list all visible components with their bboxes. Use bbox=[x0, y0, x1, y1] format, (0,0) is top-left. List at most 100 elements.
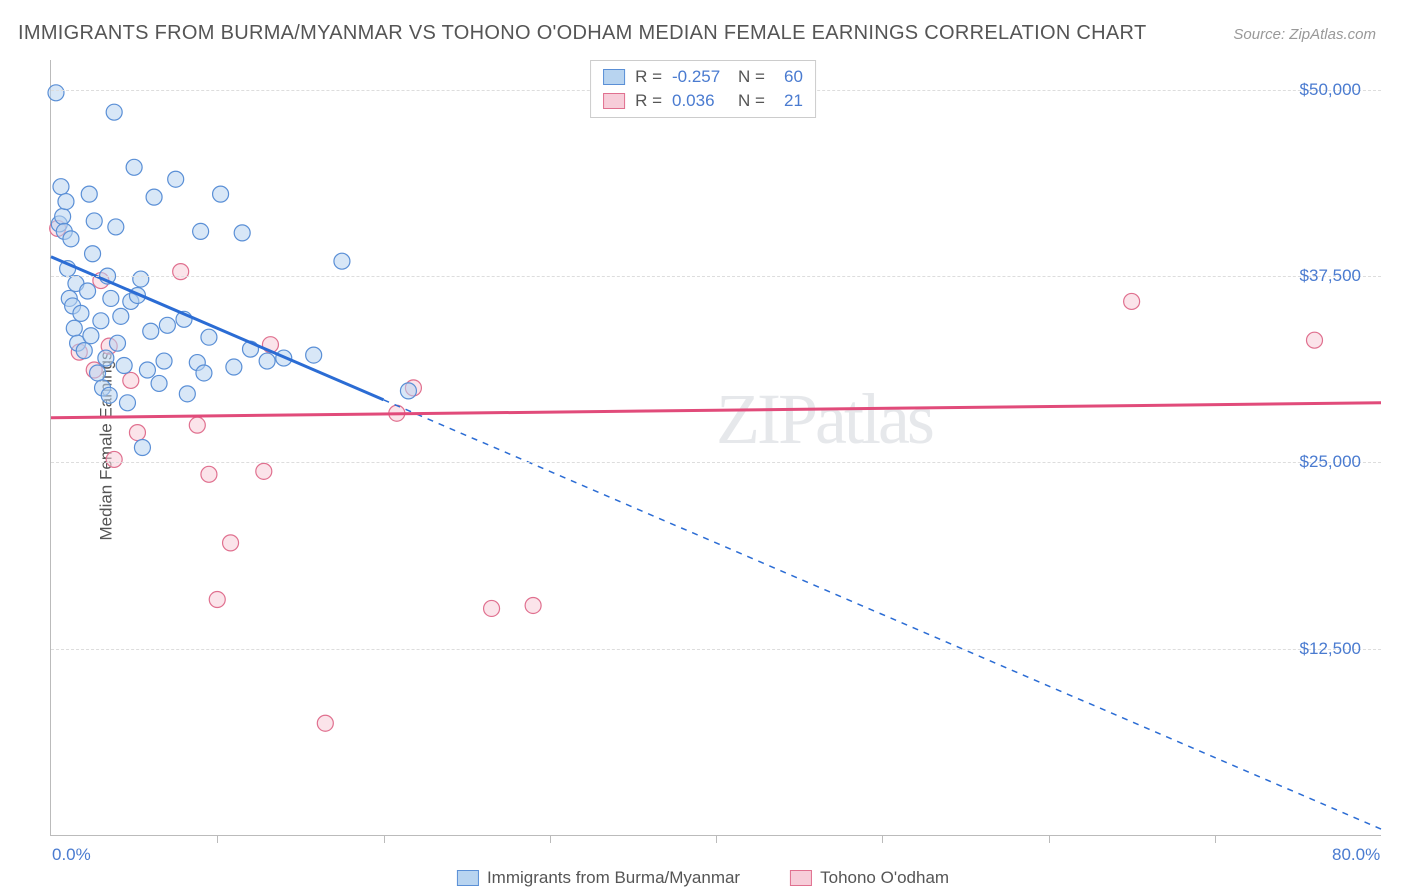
data-point bbox=[133, 271, 149, 287]
series-label: Immigrants from Burma/Myanmar bbox=[487, 868, 740, 888]
n-label: N = bbox=[738, 67, 765, 87]
data-point bbox=[106, 104, 122, 120]
x-tick bbox=[1215, 835, 1216, 843]
data-point bbox=[334, 253, 350, 269]
data-point bbox=[101, 387, 117, 403]
y-tick-label: $12,500 bbox=[1300, 639, 1361, 659]
data-point bbox=[146, 189, 162, 205]
x-max-label: 80.0% bbox=[1332, 845, 1380, 865]
data-point bbox=[58, 194, 74, 210]
data-point bbox=[63, 231, 79, 247]
data-point bbox=[48, 85, 64, 101]
data-point bbox=[193, 223, 209, 239]
legend-item: Tohono O'odham bbox=[790, 868, 949, 888]
x-min-label: 0.0% bbox=[52, 845, 91, 865]
data-point bbox=[66, 320, 82, 336]
data-point bbox=[134, 440, 150, 456]
data-point bbox=[525, 597, 541, 613]
data-point bbox=[126, 159, 142, 175]
data-point bbox=[129, 425, 145, 441]
swatch-icon bbox=[790, 870, 812, 886]
legend-item: Immigrants from Burma/Myanmar bbox=[457, 868, 740, 888]
data-point bbox=[1124, 293, 1140, 309]
data-point bbox=[108, 219, 124, 235]
data-point bbox=[119, 395, 135, 411]
data-point bbox=[55, 208, 71, 224]
data-point bbox=[179, 386, 195, 402]
data-point bbox=[234, 225, 250, 241]
swatch-icon bbox=[603, 93, 625, 109]
data-point bbox=[189, 417, 205, 433]
data-point bbox=[159, 317, 175, 333]
data-point bbox=[223, 535, 239, 551]
y-tick-label: $50,000 bbox=[1300, 80, 1361, 100]
y-tick-label: $37,500 bbox=[1300, 266, 1361, 286]
n-value: 21 bbox=[775, 91, 803, 111]
data-point bbox=[81, 186, 97, 202]
source-attribution: Source: ZipAtlas.com bbox=[1233, 26, 1376, 43]
series-label: Tohono O'odham bbox=[820, 868, 949, 888]
data-point bbox=[173, 264, 189, 280]
data-point bbox=[83, 328, 99, 344]
data-point bbox=[86, 213, 102, 229]
legend-row: R = 0.036 N = 21 bbox=[603, 89, 803, 113]
data-point bbox=[123, 372, 139, 388]
x-tick bbox=[882, 835, 883, 843]
trend-line bbox=[51, 403, 1381, 418]
data-point bbox=[484, 600, 500, 616]
data-point bbox=[80, 283, 96, 299]
gridline bbox=[51, 462, 1381, 463]
x-tick bbox=[217, 835, 218, 843]
x-tick bbox=[1049, 835, 1050, 843]
x-tick bbox=[550, 835, 551, 843]
data-point bbox=[73, 305, 89, 321]
data-point bbox=[201, 466, 217, 482]
swatch-icon bbox=[603, 69, 625, 85]
data-point bbox=[90, 365, 106, 381]
data-point bbox=[143, 323, 159, 339]
data-point bbox=[156, 353, 172, 369]
data-point bbox=[209, 592, 225, 608]
data-point bbox=[400, 383, 416, 399]
data-point bbox=[76, 343, 92, 359]
n-label: N = bbox=[738, 91, 765, 111]
data-point bbox=[151, 375, 167, 391]
data-point bbox=[113, 308, 129, 324]
data-point bbox=[85, 246, 101, 262]
data-point bbox=[53, 179, 69, 195]
data-point bbox=[93, 313, 109, 329]
x-tick bbox=[384, 835, 385, 843]
correlation-legend: R = -0.257 N = 60 R = 0.036 N = 21 bbox=[590, 60, 816, 118]
r-label: R = bbox=[635, 91, 662, 111]
data-point bbox=[196, 365, 212, 381]
y-tick-label: $25,000 bbox=[1300, 452, 1361, 472]
data-point bbox=[110, 335, 126, 351]
r-label: R = bbox=[635, 67, 662, 87]
data-point bbox=[168, 171, 184, 187]
data-point bbox=[1307, 332, 1323, 348]
data-point bbox=[98, 350, 114, 366]
r-value: 0.036 bbox=[672, 91, 728, 111]
r-value: -0.257 bbox=[672, 67, 728, 87]
source-name: ZipAtlas.com bbox=[1289, 26, 1376, 43]
data-point bbox=[256, 463, 272, 479]
plot-svg bbox=[51, 60, 1381, 835]
data-point bbox=[306, 347, 322, 363]
legend-row: R = -0.257 N = 60 bbox=[603, 65, 803, 89]
plot-area: ZIPatlas $12,500$25,000$37,500$50,000 bbox=[50, 60, 1381, 836]
data-point bbox=[213, 186, 229, 202]
data-point bbox=[201, 329, 217, 345]
chart-container: IMMIGRANTS FROM BURMA/MYANMAR VS TOHONO … bbox=[0, 0, 1406, 892]
gridline bbox=[51, 649, 1381, 650]
data-point bbox=[259, 353, 275, 369]
data-point bbox=[106, 451, 122, 467]
data-point bbox=[317, 715, 333, 731]
gridline bbox=[51, 276, 1381, 277]
swatch-icon bbox=[457, 870, 479, 886]
data-point bbox=[226, 359, 242, 375]
series-legend: Immigrants from Burma/Myanmar Tohono O'o… bbox=[457, 868, 949, 888]
data-point bbox=[116, 358, 132, 374]
data-point bbox=[139, 362, 155, 378]
chart-title: IMMIGRANTS FROM BURMA/MYANMAR VS TOHONO … bbox=[18, 22, 1146, 45]
data-point bbox=[103, 290, 119, 306]
